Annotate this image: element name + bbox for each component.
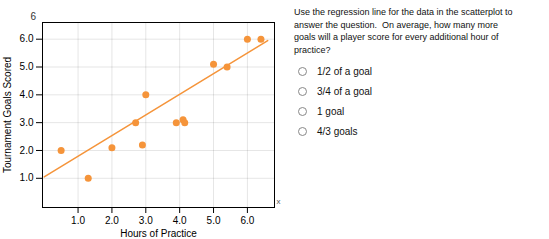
svg-text:3.0: 3.0 <box>139 215 153 226</box>
svg-text:2.0: 2.0 <box>105 215 119 226</box>
svg-text:2.0: 2.0 <box>20 145 34 156</box>
svg-text:1.0: 1.0 <box>20 172 34 183</box>
svg-text:Tournament Goals Scored: Tournament Goals Scored <box>2 57 13 173</box>
svg-text:4.0: 4.0 <box>173 215 187 226</box>
html-text:Use the regression line for th: Use the regression line for the data in … <box>294 7 513 55</box>
svg-text:6: 6 <box>31 11 37 22</box>
svg-text:6.0: 6.0 <box>20 33 34 44</box>
html-text:3/4 of a goal: 3/4 of a goal <box>317 86 372 98</box>
svg-text:5.0: 5.0 <box>20 61 34 72</box>
html-text:4/3 goals: 4/3 goals <box>317 126 358 138</box>
html-text:1 goal: 1 goal <box>317 106 345 118</box>
svg-text:6.0: 6.0 <box>240 215 254 226</box>
html-text:1/2 of a goal: 1/2 of a goal <box>317 66 372 78</box>
svg-text:1.0: 1.0 <box>71 215 85 226</box>
svg-text:x: x <box>277 197 281 206</box>
svg-text:5.0: 5.0 <box>207 215 221 226</box>
svg-text:Hours of Practice: Hours of Practice <box>120 228 197 239</box>
svg-text:3.0: 3.0 <box>20 117 34 128</box>
svg-text:4.0: 4.0 <box>20 89 34 100</box>
